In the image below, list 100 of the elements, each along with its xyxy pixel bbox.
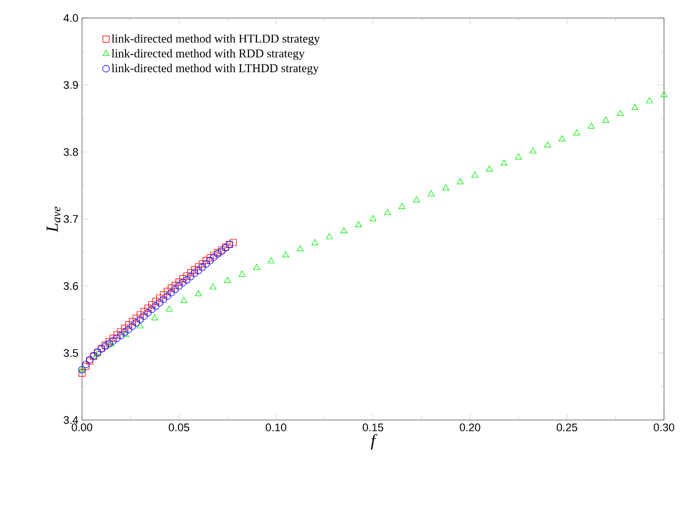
- x-tick-label: 0.15: [362, 424, 384, 432]
- point: [398, 203, 406, 210]
- point: [544, 141, 552, 148]
- point: [282, 251, 290, 258]
- point: [602, 116, 610, 123]
- point: [113, 331, 120, 338]
- point: [156, 294, 164, 302]
- y-tick-label: 3.9: [64, 81, 78, 89]
- point: [340, 227, 348, 234]
- point: [202, 260, 210, 268]
- legend-label: link-directed method with HTLDD strategy: [112, 34, 320, 46]
- point: [326, 233, 333, 240]
- point: [152, 302, 160, 310]
- point: [156, 299, 164, 306]
- point: [78, 370, 86, 377]
- point: [168, 289, 175, 296]
- point: [160, 296, 168, 304]
- point: [253, 264, 260, 270]
- point: [194, 290, 202, 296]
- point: [120, 328, 128, 336]
- point: [168, 284, 175, 292]
- point: [113, 334, 121, 342]
- point: [194, 263, 202, 270]
- point: [224, 276, 231, 283]
- point: [194, 266, 202, 274]
- point: [632, 104, 638, 110]
- point: [238, 270, 246, 277]
- point: [186, 272, 194, 280]
- point: [164, 292, 172, 300]
- point: [660, 91, 668, 98]
- point: [148, 301, 156, 308]
- point: [124, 326, 132, 334]
- y-axis-title: L$_{ave}$: [46, 206, 60, 232]
- y-tick-label: 3.8: [64, 148, 78, 156]
- point: [125, 321, 132, 328]
- point: [355, 221, 362, 228]
- point: [121, 324, 128, 332]
- point: [230, 238, 237, 246]
- point: [588, 122, 595, 129]
- point: [93, 351, 100, 358]
- y-tick-label: 4.0: [63, 14, 78, 22]
- y-tick-label: 3.7: [64, 215, 78, 223]
- point: [646, 97, 653, 104]
- point: [311, 239, 318, 246]
- legend-label: link-directed method with LTHDD strategy: [112, 64, 319, 75]
- point: [122, 331, 130, 338]
- point: [166, 306, 173, 312]
- y-tick-label: 3.4: [64, 416, 78, 424]
- point: [486, 166, 493, 172]
- point: [500, 160, 508, 166]
- point: [471, 172, 478, 178]
- point: [573, 129, 580, 136]
- point: [128, 322, 136, 330]
- point: [164, 288, 171, 295]
- point: [179, 275, 186, 282]
- point: [202, 257, 210, 264]
- point: [132, 319, 140, 327]
- point: [136, 311, 144, 318]
- point: [413, 196, 420, 202]
- point: [144, 304, 152, 312]
- point: [171, 286, 179, 294]
- point: [140, 308, 148, 315]
- point: [296, 245, 304, 252]
- point: [210, 283, 216, 290]
- point: [110, 334, 117, 342]
- point: [206, 254, 214, 262]
- point: [190, 270, 198, 277]
- point: [148, 306, 156, 314]
- point: [616, 110, 624, 116]
- point: [180, 296, 188, 303]
- point: [442, 184, 450, 190]
- point: [198, 260, 206, 268]
- point: [384, 209, 391, 216]
- point: [530, 147, 536, 154]
- point: [183, 272, 190, 280]
- point: [136, 322, 144, 328]
- x-tick-label: 0.00: [72, 424, 92, 432]
- point: [152, 298, 160, 305]
- x-axis-title: f: [370, 434, 378, 450]
- point: [117, 332, 124, 340]
- point: [183, 276, 190, 284]
- point: [370, 215, 376, 222]
- point: [456, 178, 464, 184]
- point: [144, 309, 152, 316]
- x-tick-label: 0.30: [654, 424, 674, 432]
- x-tick-label: 0.20: [460, 424, 480, 432]
- point: [206, 256, 214, 264]
- point: [428, 190, 435, 196]
- point: [140, 312, 148, 320]
- point: [160, 291, 167, 298]
- point: [191, 266, 198, 274]
- point: [558, 135, 566, 142]
- point: [268, 257, 275, 264]
- point: [176, 278, 182, 286]
- y-tick-label: 3.5: [64, 349, 78, 357]
- point: [117, 328, 124, 336]
- point: [109, 337, 117, 345]
- legend-label: link-directed method with RDD strategy: [112, 49, 305, 60]
- point: [151, 314, 158, 320]
- point: [136, 316, 144, 324]
